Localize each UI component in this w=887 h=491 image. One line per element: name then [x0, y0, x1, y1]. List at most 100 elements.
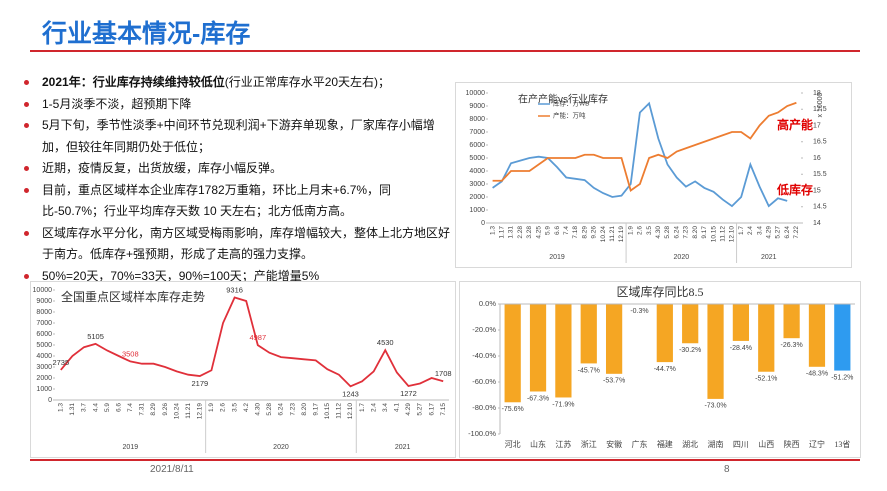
x-tick-label: 9.17 — [701, 226, 708, 239]
bar — [783, 304, 800, 339]
value-label: 9316 — [226, 286, 243, 295]
x-group-label: 2021 — [761, 254, 777, 261]
x-tick-label: 广东 — [631, 439, 647, 449]
x-tick-label: 9.17 — [312, 403, 319, 416]
bar — [834, 304, 851, 371]
x-tick-label: 1.7 — [359, 403, 366, 412]
x-tick-label: 安徽 — [606, 439, 622, 449]
y-tick-label: 6000 — [36, 331, 52, 338]
value-label: 4530 — [377, 338, 394, 347]
x-tick-label: 1.31 — [69, 403, 76, 416]
y-tick-label: 6000 — [469, 142, 485, 149]
x-tick-label: 13省 — [834, 439, 850, 449]
x-tick-label: 12.10 — [347, 403, 354, 420]
x-group-label: 2020 — [674, 254, 690, 261]
value-label: -51.2% — [831, 374, 853, 381]
x-tick-label: 7.23 — [289, 403, 296, 416]
x-tick-label: 6.24 — [278, 403, 285, 416]
x-tick-label: 5.9 — [545, 226, 552, 235]
value-label: 4987 — [249, 333, 266, 342]
value-label: -48.3% — [806, 371, 828, 378]
chart-regional-yoy: 区域库存同比8.5 0.0% -20.0% -40.0% -60.0% -80.0% -10… — [459, 281, 861, 458]
y-tick-label: 9000 — [469, 103, 485, 110]
x-tick-label: 四川 — [733, 440, 749, 449]
x-tick-label: 8.20 — [692, 226, 699, 239]
y-tick-label: 5000 — [36, 342, 52, 349]
x-tick-label: 浙江 — [581, 439, 597, 449]
bullet: 1-5月淡季不淡，超预期下降 — [22, 94, 452, 116]
x-tick-label: 9.26 — [162, 403, 169, 416]
x-group-label: 2019 — [123, 444, 139, 451]
x-tick-label: 河北 — [505, 439, 521, 449]
x-tick-label: 7.18 — [572, 226, 579, 239]
x-tick-label: 4.4 — [92, 403, 99, 412]
x-tick-label: 6.6 — [115, 403, 122, 412]
value-label: 2735 — [52, 358, 69, 367]
x-tick-label: 湖北 — [682, 440, 698, 449]
value-label: -30.2% — [679, 347, 701, 354]
x-tick-label: 2.28 — [517, 226, 524, 239]
bar — [529, 304, 547, 392]
chart-title: 区域库存同比8.5 — [616, 284, 703, 299]
y-tick-label: 0.0% — [479, 299, 496, 308]
value-label: -53.7% — [603, 378, 625, 385]
y2-tick-label: 15.5 — [813, 171, 827, 178]
series-line — [492, 101, 788, 208]
y-tick-label: 10000 — [33, 287, 53, 294]
bar — [682, 304, 699, 344]
x-tick-label: 7.23 — [683, 226, 690, 239]
y-tick-label: 2000 — [36, 375, 52, 382]
x-tick-label: 5.28 — [266, 403, 273, 416]
x-tick-label: 2.6 — [220, 403, 227, 412]
x-tick-label: 陕西 — [784, 439, 800, 449]
x-tick-label: 10.24 — [173, 403, 180, 420]
x-tick-label: 12.19 — [618, 226, 625, 243]
series-line — [492, 101, 797, 192]
x-tick-label: 11.12 — [336, 403, 343, 419]
y2-tick-label: 15 — [813, 187, 821, 194]
bullet: 50%=20天，70%=33天，90%=100天；产能增量5% — [22, 266, 452, 288]
value-label: -44.7% — [654, 366, 676, 373]
legend-label: 产能：万吨 — [553, 111, 586, 120]
x-tick-label: 5.28 — [664, 226, 671, 239]
x-tick-label: 5.27 — [417, 403, 424, 416]
value-label: -75.6% — [502, 406, 524, 413]
y-tick-label: 2000 — [469, 194, 485, 201]
x-tick-label: 1.9 — [208, 403, 215, 412]
bullet: 近期，疫情反复，出货放缓，库存小幅反弹。 — [22, 158, 452, 180]
bullet-text: 近期，疫情反复，出货放缓，库存小幅反弹。 — [42, 161, 283, 175]
bullet-bold: 2021年：行业库存持续维持较低位 — [42, 75, 225, 89]
x-tick-label: 2.4 — [747, 226, 754, 235]
x-tick-label: 11.21 — [185, 403, 192, 419]
y-tick-label: 8000 — [36, 309, 52, 316]
value-label: -73.0% — [704, 403, 726, 410]
chart-title: 全国重点区域样本库存走势 — [61, 289, 205, 304]
y-tick-label: 5000 — [469, 155, 485, 162]
x-tick-label: 5.9 — [104, 403, 111, 412]
x-tick-label: 江苏 — [555, 439, 571, 449]
bullet-text: 1-5月淡季不淡，超预期下降 — [42, 96, 192, 111]
bullet-text: (行业正常库存水平20天左右)； — [224, 75, 391, 89]
series-line — [60, 296, 444, 388]
y2-tick-label: 14.5 — [813, 204, 827, 211]
x-tick-label: 1.3 — [58, 403, 65, 412]
bar — [732, 304, 750, 341]
bullet: 目前，重点区域样本企业库存1782万重箱，环比上月末+6.7%，同比-50.7%… — [22, 180, 452, 223]
value-label: -71.9% — [552, 401, 574, 408]
bullet-text: 目前，重点区域样本企业库存1782万重箱，环比上月末+6.7%，同比-50.7%… — [42, 182, 392, 219]
y-tick-label: 3000 — [469, 181, 485, 188]
value-label: 1708 — [435, 369, 452, 378]
x-tick-label: 1.17 — [499, 226, 506, 239]
x-tick-label: 7.4 — [127, 403, 134, 412]
x-tick-label: 4.2 — [243, 403, 250, 412]
y2-tick-label: 18 — [813, 90, 821, 97]
bar — [656, 304, 673, 363]
y2-tick-label: 17 — [813, 122, 821, 129]
chart-inventory-trend: 全国重点区域样本库存走势 0 1000 2000 3000 4000 5000 6000 700… — [30, 281, 456, 458]
value-label: -67.3% — [527, 395, 549, 402]
bar — [504, 304, 521, 403]
x-tick-label: 1.9 — [627, 226, 634, 235]
y2-tick-label: 14 — [813, 220, 821, 227]
value-label: 1243 — [342, 389, 359, 398]
